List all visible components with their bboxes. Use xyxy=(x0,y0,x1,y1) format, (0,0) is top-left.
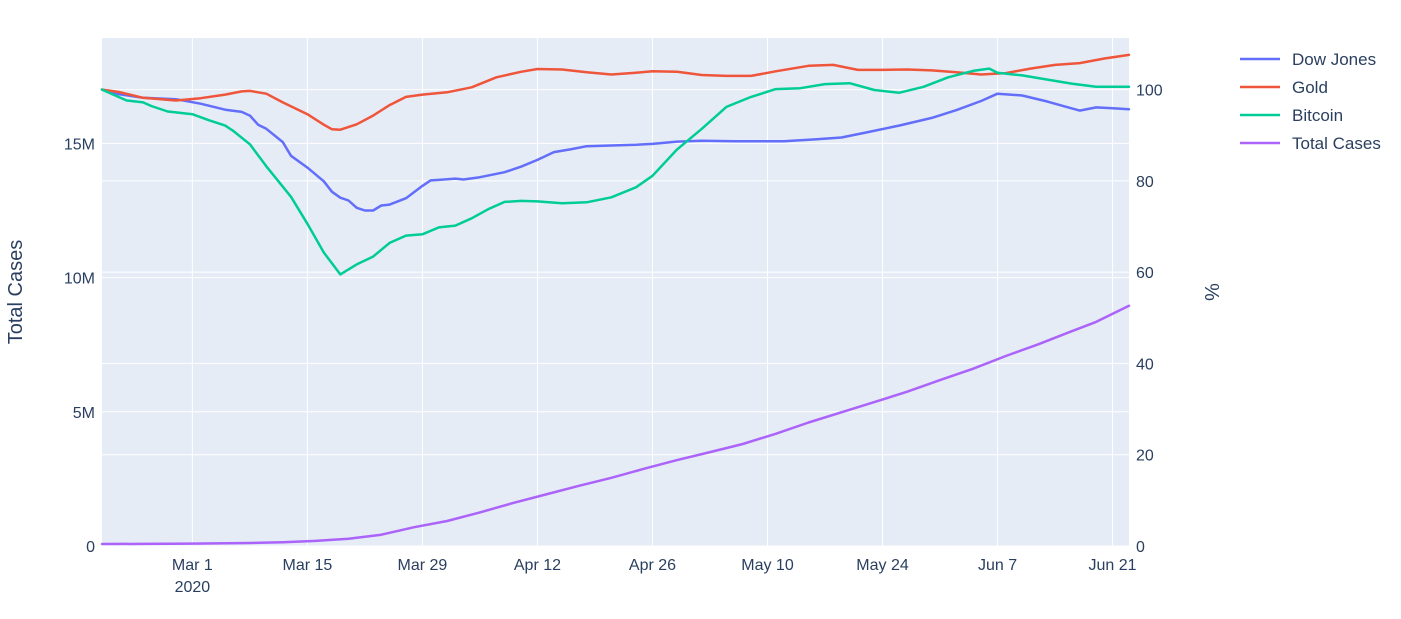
y2-tick-label: 20 xyxy=(1136,448,1154,465)
x-tick-label: Jun 7 xyxy=(978,557,1017,574)
x-tick-label: May 10 xyxy=(741,557,794,574)
y-tick-label: 15M xyxy=(64,136,95,153)
legend-label-gold: Gold xyxy=(1292,78,1328,97)
grid-lines xyxy=(102,38,1129,547)
legend-label-bitcoin: Bitcoin xyxy=(1292,106,1343,125)
series-line-gold xyxy=(100,53,1131,131)
series-lines xyxy=(100,53,1131,546)
x-tick-label: Apr 12 xyxy=(514,557,561,574)
y2-axis-ticks: 0 20 40 60 80 100 xyxy=(1136,83,1163,556)
legend-label-dow-jones: Dow Jones xyxy=(1292,50,1376,69)
y2-tick-label: 80 xyxy=(1136,174,1154,191)
x-tick-label: Mar 29 xyxy=(398,557,448,574)
y-tick-label: 10M xyxy=(64,271,95,288)
x-tick-label: Mar 15 xyxy=(283,557,333,574)
legend: Dow Jones Gold Bitcoin Total Cases xyxy=(1240,50,1381,153)
x-tick-label: Apr 26 xyxy=(629,557,676,574)
y-axis-ticks: 0 5M 10M 15M xyxy=(64,136,95,556)
y2-axis-title: % xyxy=(1200,283,1222,301)
legend-label-total-cases: Total Cases xyxy=(1292,134,1381,153)
y2-tick-label: 40 xyxy=(1136,356,1154,373)
plot-background xyxy=(102,38,1129,546)
y-axis-title: Total Cases xyxy=(5,240,27,345)
x-tick-label: Jun 21 xyxy=(1089,557,1137,574)
x-tick-sublabel: 2020 xyxy=(175,579,211,596)
series-line-dow-jones xyxy=(100,88,1131,212)
y2-tick-label: 100 xyxy=(1136,83,1163,100)
y2-tick-label: 0 xyxy=(1136,539,1145,556)
y-tick-label: 0 xyxy=(86,539,95,556)
series-line-bitcoin xyxy=(100,67,1131,276)
x-tick-label: Mar 1 xyxy=(172,557,213,574)
x-tick-label: May 24 xyxy=(856,557,909,574)
x-axis-ticks: Mar 1 2020 Mar 15 Mar 29 Apr 12 Apr 26 May 10 M… xyxy=(172,557,1137,596)
y-tick-label: 5M xyxy=(73,405,95,422)
series-line-total-cases xyxy=(100,304,1131,546)
y2-tick-label: 60 xyxy=(1136,265,1154,282)
